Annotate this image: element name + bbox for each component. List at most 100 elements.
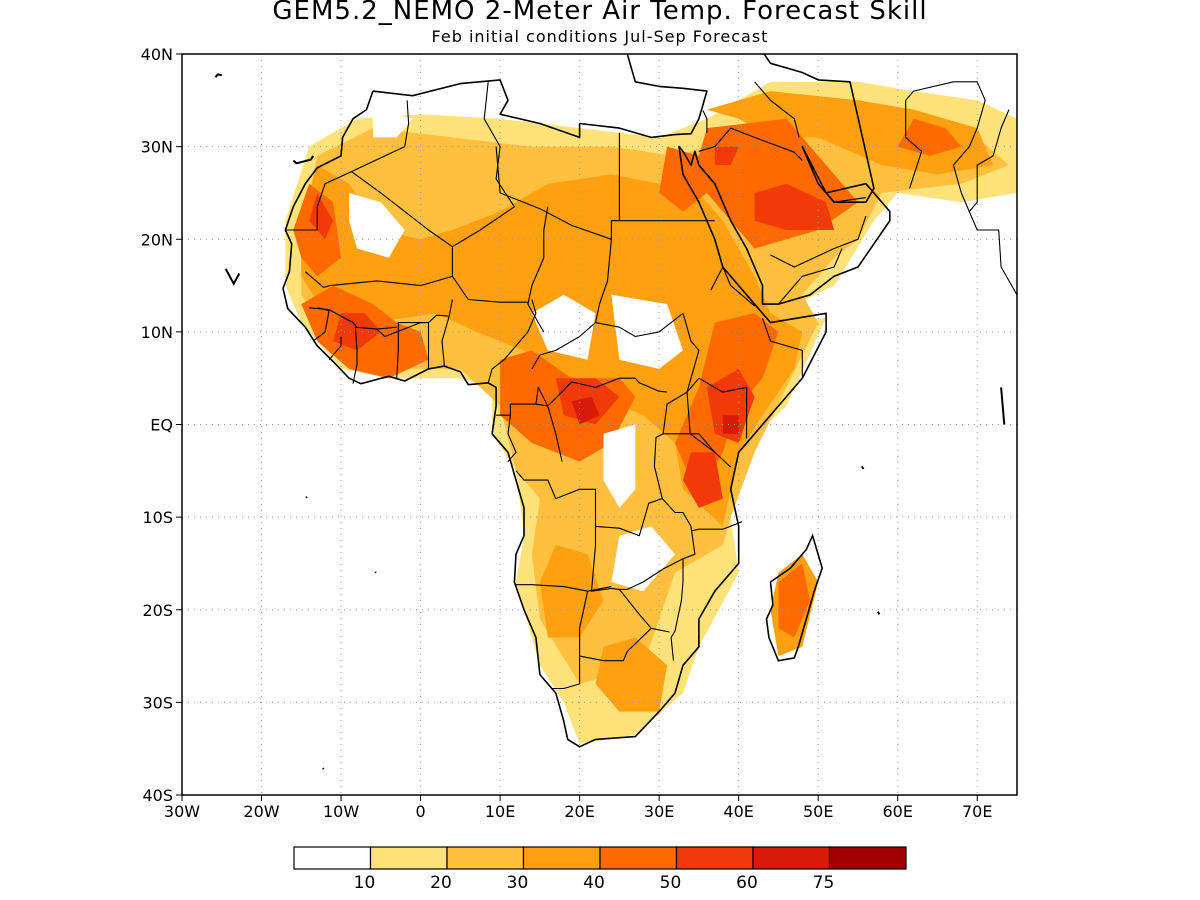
xtick-label-10W: 10W (323, 802, 359, 821)
xtick-label-70E: 70E (962, 802, 992, 821)
border-18 (670, 558, 684, 661)
chart-subtitle: Feb initial conditions Jul-Sep Forecast (431, 27, 769, 46)
colorbar-swatch-1 (369, 846, 448, 870)
island-8 (322, 767, 325, 770)
border-39 (376, 314, 449, 338)
skill-region-12 (778, 563, 811, 638)
border-0 (285, 171, 352, 231)
ytick-label-10S: 10S (142, 508, 173, 527)
border-24 (535, 377, 668, 407)
border-16 (619, 498, 696, 590)
skill-region-3 (539, 544, 604, 638)
border-48 (905, 81, 986, 194)
colorbar-swatch-0 (293, 846, 372, 870)
ytick-label-30S: 30S (142, 693, 173, 712)
colorbar-swatch-6 (752, 846, 831, 870)
border-4 (495, 132, 620, 240)
border-20 (551, 628, 581, 690)
colorbar-label-60: 60 (736, 873, 758, 893)
skill-region-19 (754, 183, 835, 230)
border-31 (441, 299, 453, 367)
skill-region-24 (531, 294, 596, 360)
border-13 (590, 391, 688, 592)
border-28 (515, 470, 597, 527)
africa-coastline (282, 54, 891, 748)
ytick-label-EQ: EQ (150, 416, 173, 435)
skill-region-14 (309, 192, 334, 240)
longitude-axis: 30W 20W 10W 0 10E 20E 30E 40E 50E 60E 70E (164, 795, 992, 821)
ytick-label-20S: 20S (142, 601, 173, 620)
skill-region-6 (706, 91, 994, 175)
skill-region-20 (714, 146, 739, 166)
border-35 (328, 336, 342, 361)
xtick-label-40E: 40E (723, 802, 753, 821)
colorbar-swatch-4 (599, 846, 678, 870)
xtick-label-20E: 20E (564, 802, 594, 821)
latitude-axis: 40N 30N 20N 10N EQ 10S 20S 30S 40S (141, 45, 182, 805)
border-17 (690, 521, 742, 532)
border-43 (777, 248, 843, 305)
border-15 (662, 433, 716, 453)
xtick-label-20W: 20W (243, 802, 279, 821)
border-8 (531, 239, 612, 370)
border-50 (960, 192, 1017, 296)
skill-region-13 (897, 118, 962, 156)
ytick-label-10N: 10N (141, 323, 173, 342)
coastlines (214, 54, 1006, 770)
colorbar-swatch-7 (828, 846, 907, 870)
border-44 (770, 215, 867, 268)
border-47 (905, 100, 923, 189)
island-5 (876, 611, 881, 615)
colorbar-swatch-5 (675, 846, 754, 870)
border-2 (351, 100, 410, 173)
ytick-label-40S: 40S (142, 786, 173, 805)
border-3 (452, 81, 515, 248)
border-49 (968, 109, 1010, 212)
island-4 (861, 465, 865, 470)
skill-region-28 (372, 109, 413, 138)
border-19 (618, 589, 670, 633)
skill-region-27 (611, 526, 675, 592)
xtick-label-0: 0 (415, 802, 425, 821)
island-0 (214, 73, 223, 78)
skill-region-21 (571, 396, 600, 425)
colorbar-label-10: 10 (354, 873, 376, 893)
border-37 (304, 271, 324, 288)
border-45 (834, 197, 866, 203)
skill-region-26 (603, 424, 636, 508)
border-7 (451, 275, 528, 303)
xtick-label-30W: 30W (164, 802, 200, 821)
border-40 (702, 110, 708, 133)
island-1 (292, 155, 315, 165)
border-23 (579, 627, 652, 662)
skill-region-23 (349, 192, 405, 258)
island-7 (374, 571, 377, 574)
xtick-label-50E: 50E (803, 802, 833, 821)
border-14 (686, 392, 732, 468)
colorbar-swatch-2 (446, 846, 525, 870)
xtick-label-30E: 30E (644, 802, 674, 821)
border-6 (527, 206, 549, 333)
skill-shading (285, 81, 1017, 745)
border-10 (710, 266, 755, 307)
colorbar-label-20: 20 (430, 873, 452, 893)
skill-region-18 (683, 452, 723, 508)
skill-region-17 (706, 368, 755, 443)
border-22 (514, 584, 588, 592)
xtick-label-10E: 10E (485, 802, 515, 821)
chart-title: GEM5.2_NEMO 2-Meter Air Temp. Forecast S… (272, 0, 928, 26)
border-38 (309, 307, 358, 328)
xtick-label-60E: 60E (882, 802, 912, 821)
skill-region-4 (595, 637, 668, 712)
madagascar-coastline (765, 533, 824, 662)
skill-region-25 (611, 294, 683, 369)
ytick-label-30N: 30N (141, 138, 173, 157)
border-29 (535, 403, 563, 462)
colorbar: 10 20 30 40 50 60 75 (293, 846, 907, 893)
border-12 (686, 377, 748, 439)
skill-region-22 (722, 415, 739, 434)
colorbar-label-30: 30 (507, 873, 529, 893)
ytick-label-20N: 20N (141, 230, 173, 249)
ytick-label-40N: 40N (141, 45, 173, 64)
border-42 (754, 81, 800, 138)
